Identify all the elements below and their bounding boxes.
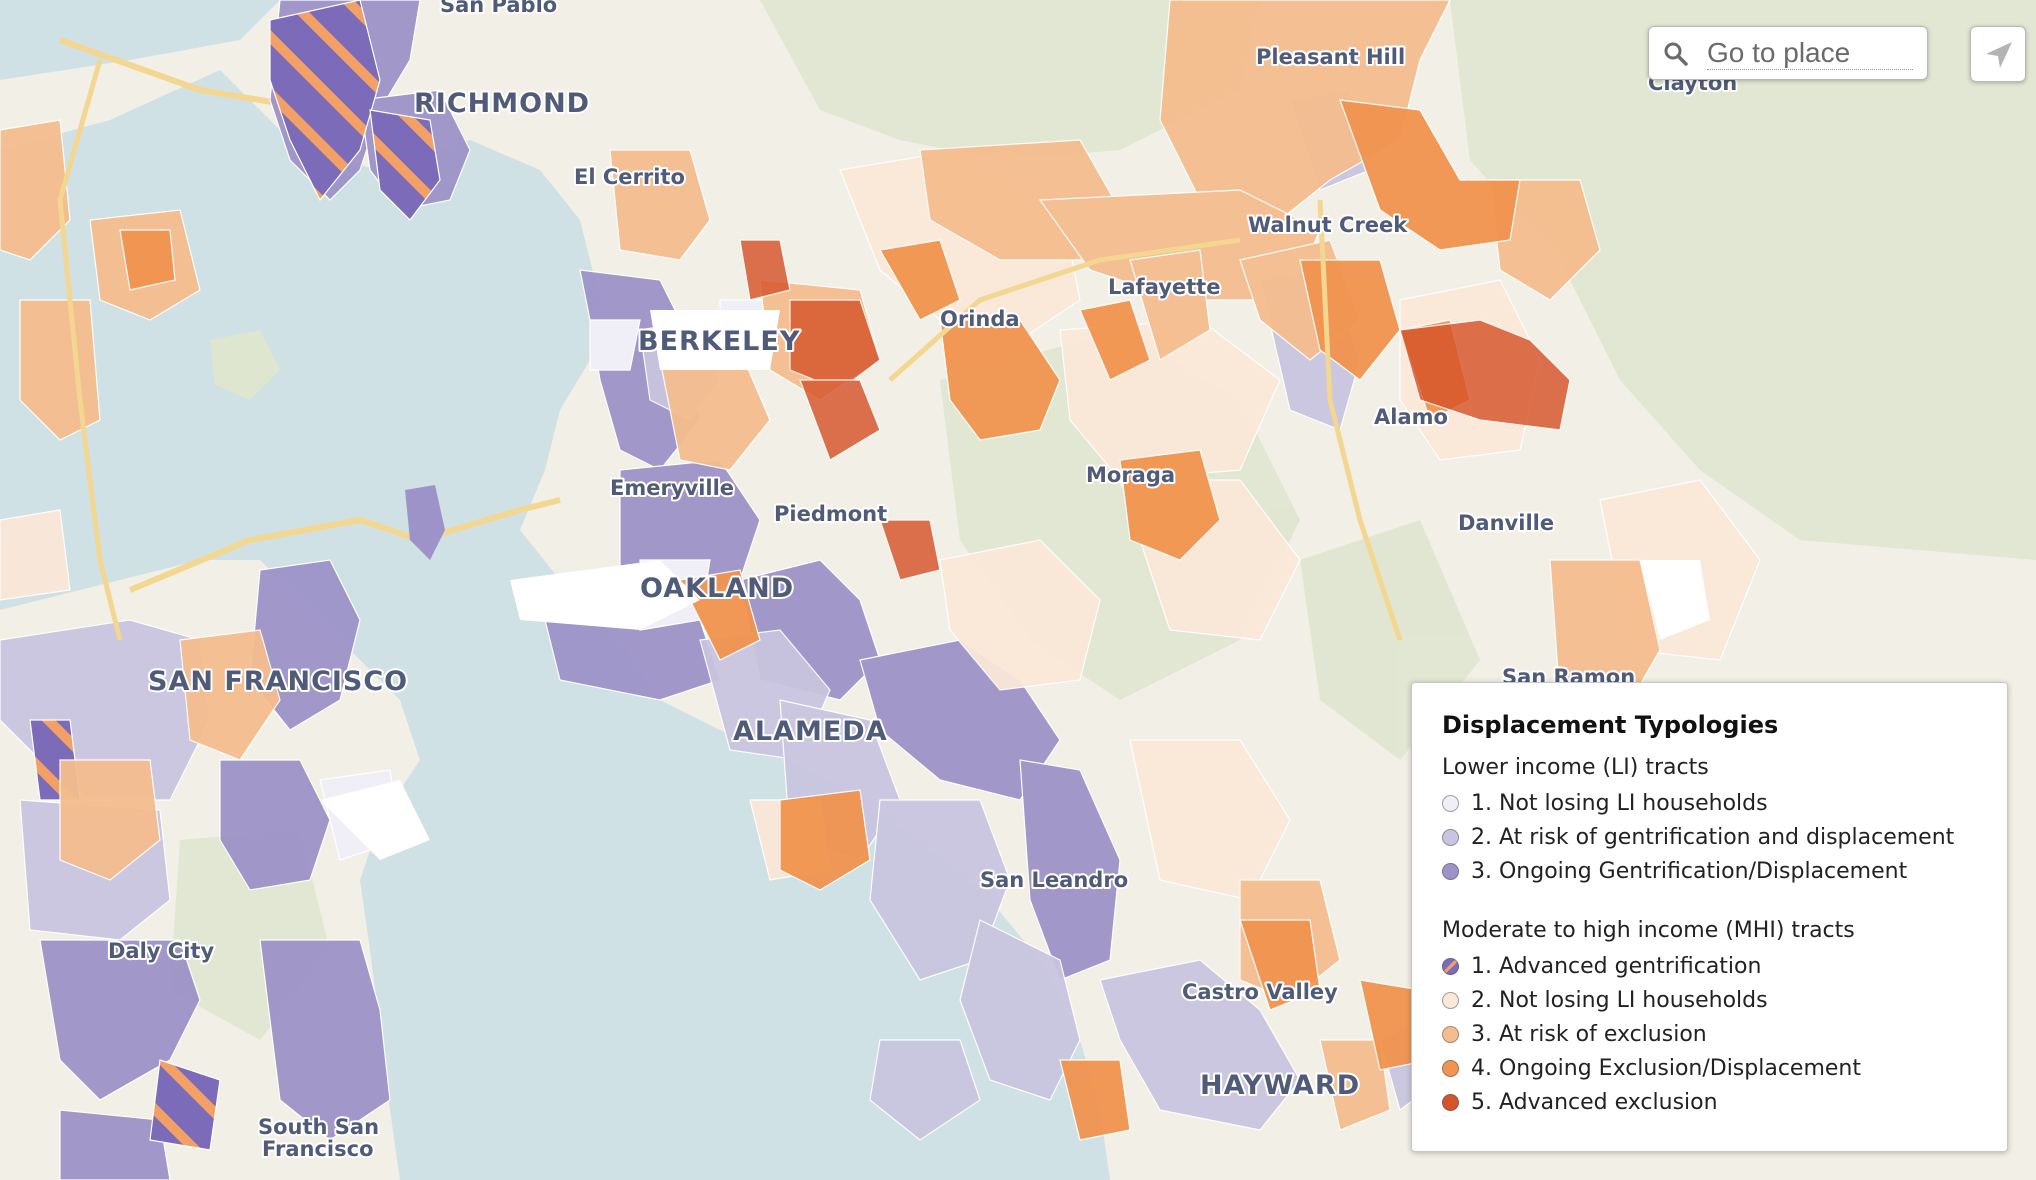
label-oakland: OAKLAND bbox=[640, 573, 794, 604]
legend-group-mhi: Moderate to high income (MHI) tracts 1. … bbox=[1442, 918, 1977, 1119]
legend: Displacement Typologies Lower income (LI… bbox=[1411, 682, 2008, 1152]
legend-item: 3. At risk of exclusion bbox=[1442, 1017, 1977, 1051]
label-lafayette: Lafayette bbox=[1108, 275, 1220, 299]
label-moraga: Moraga bbox=[1086, 463, 1175, 487]
legend-item-label: 2. Not losing LI households bbox=[1471, 987, 1768, 1013]
highways bbox=[57, 59, 1403, 641]
legend-item: 4. Ongoing Exclusion/Displacement bbox=[1442, 1051, 1977, 1085]
tracts-advanced-exclusion[interactable] bbox=[739, 239, 1571, 581]
label-castro-valley: Castro Valley bbox=[1182, 980, 1338, 1004]
locate-button[interactable] bbox=[1970, 26, 2026, 82]
legend-item-label: 1. Not losing LI households bbox=[1471, 790, 1768, 816]
label-emeryville: Emeryville bbox=[610, 476, 734, 500]
legend-item: 5. Advanced exclusion bbox=[1442, 1085, 1977, 1119]
legend-swatch bbox=[1442, 828, 1459, 846]
search-box[interactable] bbox=[1648, 26, 1928, 80]
label-pleasant-hill: Pleasant Hill bbox=[1256, 45, 1405, 69]
label-orinda: Orinda bbox=[940, 307, 1020, 331]
legend-item-label: 1. Advanced gentrification bbox=[1471, 953, 1762, 979]
legend-swatch bbox=[1442, 991, 1459, 1009]
angel-island bbox=[210, 330, 280, 400]
legend-item-label: 2. At risk of gentrification and displac… bbox=[1471, 824, 1955, 850]
legend-swatch bbox=[1442, 957, 1459, 975]
legend-group-li: Lower income (LI) tracts 1. Not losing L… bbox=[1442, 755, 1977, 888]
label-daly-city: Daly City bbox=[108, 939, 214, 963]
bay-bridge bbox=[128, 497, 561, 593]
label-berkeley: BERKELEY bbox=[638, 326, 800, 357]
label-san-leandro: San Leandro bbox=[980, 868, 1128, 892]
legend-group-title: Lower income (LI) tracts bbox=[1442, 755, 1709, 780]
legend-item: 1. Not losing LI households bbox=[1442, 786, 1977, 820]
parks-white bbox=[320, 310, 1710, 860]
legend-swatch bbox=[1442, 1093, 1459, 1111]
label-alamo: Alamo bbox=[1374, 405, 1448, 429]
tracts-advanced-gentrification[interactable] bbox=[29, 0, 441, 1151]
legend-group-title: Moderate to high income (MHI) tracts bbox=[1442, 918, 1855, 943]
label-danville: Danville bbox=[1458, 511, 1554, 535]
legend-item: 2. Not losing LI households bbox=[1442, 983, 1977, 1017]
legend-title: Displacement Typologies bbox=[1442, 711, 1779, 739]
label-hayward: HAYWARD bbox=[1200, 1070, 1360, 1101]
tracts-mhi-not-losing[interactable] bbox=[0, 149, 1761, 901]
legend-swatch bbox=[1442, 862, 1459, 880]
legend-swatch bbox=[1442, 794, 1459, 812]
treasure-island bbox=[405, 485, 445, 560]
label-south-san-francisco-1: South San bbox=[258, 1115, 379, 1139]
legend-item: 2. At risk of gentrification and displac… bbox=[1442, 820, 1977, 854]
label-south-san-francisco-2: Francisco bbox=[262, 1137, 374, 1161]
search-icon bbox=[1664, 42, 1688, 66]
legend-item: 1. Advanced gentrification bbox=[1442, 949, 1977, 983]
north-bay-water bbox=[0, 0, 280, 80]
legend-item-label: 3. Ongoing Gentrification/Displacement bbox=[1471, 858, 1908, 884]
legend-item-label: 3. At risk of exclusion bbox=[1471, 1021, 1707, 1047]
legend-item: 3. Ongoing Gentrification/Displacement bbox=[1442, 854, 1977, 888]
legend-item-label: 4. Ongoing Exclusion/Displacement bbox=[1471, 1055, 1861, 1081]
navigation-arrow-icon bbox=[1986, 42, 2012, 68]
label-san-francisco: SAN FRANCISCO bbox=[148, 666, 408, 697]
label-san-pablo: San Pablo bbox=[440, 0, 557, 17]
label-alameda: ALAMEDA bbox=[733, 716, 888, 747]
legend-swatch bbox=[1442, 1025, 1459, 1043]
label-walnut-creek: Walnut Creek bbox=[1248, 213, 1408, 237]
tracts-at-risk-exclusion[interactable] bbox=[0, 0, 1661, 1131]
search-input[interactable] bbox=[1707, 37, 1913, 70]
label-richmond: RICHMOND bbox=[414, 88, 590, 119]
label-piedmont: Piedmont bbox=[774, 502, 887, 526]
label-el-cerrito: El Cerrito bbox=[574, 165, 685, 189]
legend-swatch bbox=[1442, 1059, 1459, 1077]
legend-item-label: 5. Advanced exclusion bbox=[1471, 1089, 1718, 1115]
